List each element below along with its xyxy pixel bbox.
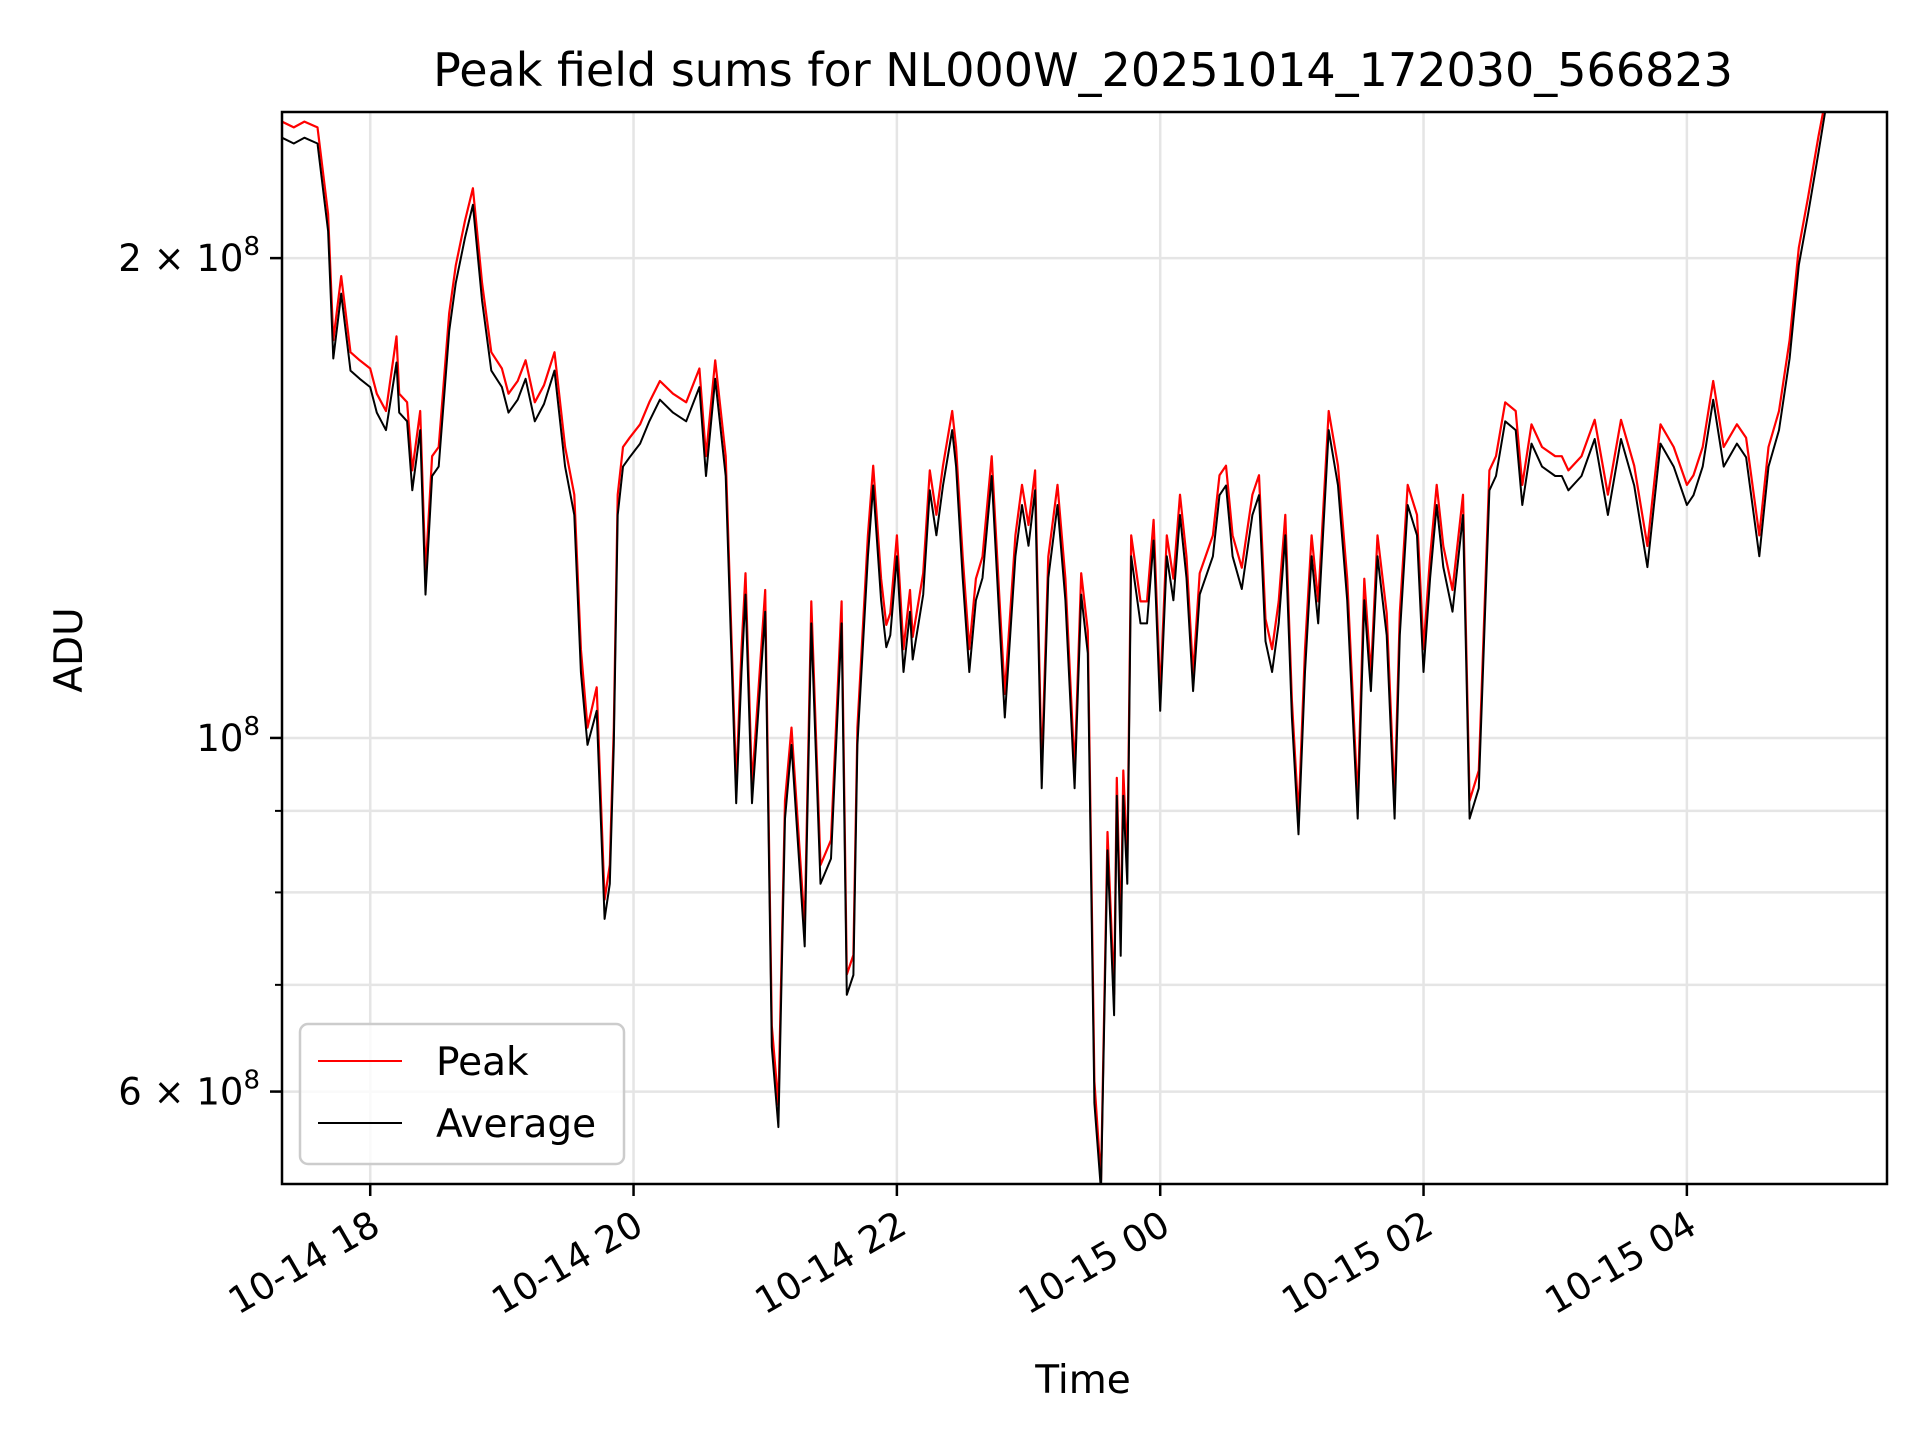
y-tick-label: 108 (196, 712, 260, 760)
x-axis-ticks: 10-14 18 10-14 20 10-14 22 10-15 00 10-15 02… (221, 1184, 1703, 1323)
x-tick-label: 10-14 22 (748, 1203, 914, 1323)
series-peak-line (282, 112, 1825, 1182)
y-tick-label-base: 6 × 10 (118, 1071, 243, 1114)
legend-box (298, 1022, 626, 1166)
x-tick-label: 10-15 04 (1538, 1203, 1704, 1323)
legend-label-average: Average (436, 1102, 596, 1147)
y-tick-label-exponent: 8 (243, 712, 260, 742)
y-tick-label-base: 2 × 10 (118, 237, 243, 280)
y-tick-label: 6 × 108 (118, 1066, 260, 1114)
series-average-line (282, 112, 1827, 1184)
y-tick-label-exponent: 8 (243, 232, 260, 262)
y-tick-label-exponent: 8 (243, 1066, 260, 1096)
legend: Peak Average (298, 1022, 626, 1166)
y-axis-label: ADU (47, 607, 92, 692)
x-tick-label: 10-15 00 (1011, 1203, 1177, 1323)
x-tick-label: 10-14 20 (484, 1203, 650, 1323)
x-tick-label: 10-14 18 (221, 1203, 387, 1323)
x-axis-label: Time (1034, 1358, 1130, 1403)
chart-title: Peak field sums for NL000W_20251014_1720… (433, 43, 1733, 97)
y-tick-label: 2 × 108 (118, 232, 260, 280)
x-tick-label: 10-15 02 (1274, 1203, 1440, 1323)
plot-frame (280, 110, 1889, 1186)
y-tick-label-base: 10 (196, 717, 243, 760)
series-layer (282, 112, 1827, 1184)
legend-label-peak: Peak (436, 1040, 529, 1085)
